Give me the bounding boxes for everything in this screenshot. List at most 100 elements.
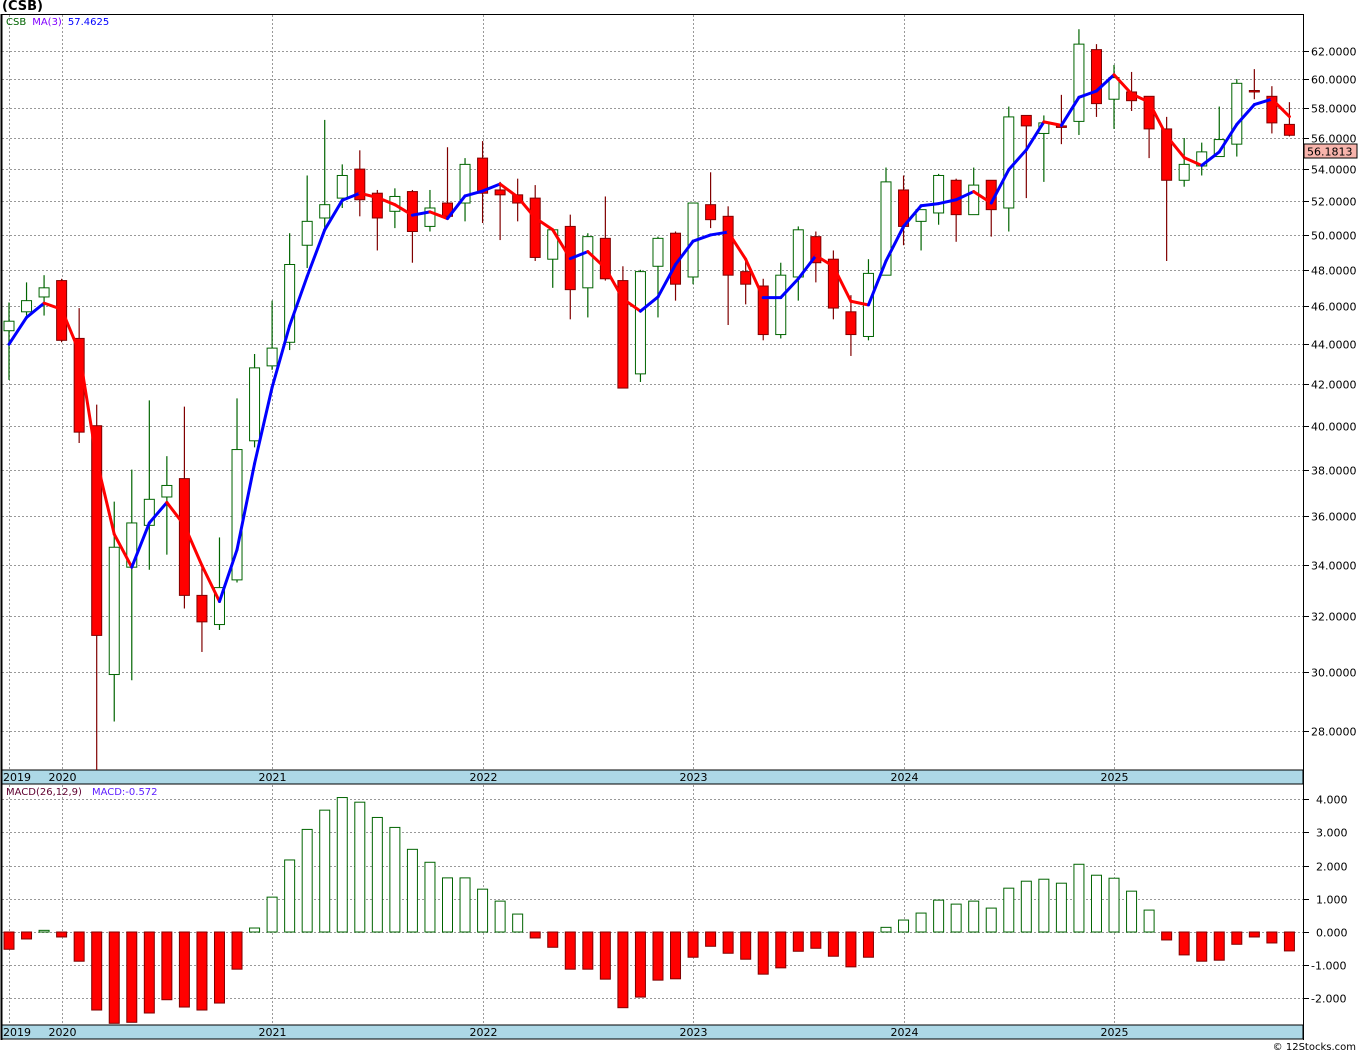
ma3-segment [1235, 103, 1256, 126]
year-label: 2020 [49, 771, 77, 784]
ma3-segment [288, 274, 309, 328]
macd-bar [547, 931, 559, 948]
candle [775, 262, 787, 339]
macd-bar [1055, 882, 1067, 933]
macd-bar [1283, 931, 1295, 952]
candle-body [915, 209, 927, 222]
price-tick-label: 54.0000 [1311, 164, 1357, 177]
price-tick-label: 34.0000 [1311, 560, 1357, 573]
legend-ma-label: MA(3) [32, 17, 62, 28]
candle [1248, 69, 1260, 100]
ma3-segment [253, 385, 274, 466]
candle-body [1178, 163, 1190, 181]
macd-bar [529, 931, 541, 939]
candle-body [775, 274, 787, 336]
candle [547, 229, 559, 288]
candle-body [196, 594, 208, 623]
ma3-segment [1165, 134, 1186, 160]
macd-bar [389, 826, 401, 933]
candle [161, 456, 173, 555]
macd-bar [757, 931, 769, 975]
year-label: 2021 [259, 1026, 287, 1039]
candle-body [1248, 90, 1260, 93]
macd-bar [898, 919, 910, 933]
ma3-segment [1042, 120, 1063, 127]
ma3-segment [1059, 95, 1081, 127]
year-label: 2025 [1101, 1026, 1129, 1039]
candle-body [705, 204, 717, 221]
macd-tick-label: 2.000 [1316, 861, 1348, 874]
year-label: 2024 [891, 771, 919, 784]
macd-bar [827, 931, 839, 957]
candle [1231, 79, 1243, 157]
ma3-segment [744, 257, 765, 300]
macd-bar [1213, 931, 1225, 961]
ma3-segment [217, 548, 239, 603]
candle-body [845, 311, 857, 336]
macd-bar [1020, 880, 1032, 933]
candle [1283, 102, 1295, 137]
macd-bar [91, 931, 103, 1011]
candle [617, 266, 629, 389]
macd-bar [73, 931, 85, 962]
candle [494, 181, 506, 241]
axes: 62.0000 60.0000 58.0000 56.0000 54.0000 52.00… [3, 46, 1357, 1040]
ma3-segment [410, 210, 432, 217]
ma3-segment [77, 349, 99, 463]
macd-bar [477, 888, 489, 933]
price-tick-label: 44.0000 [1311, 339, 1357, 352]
candle-body [249, 367, 261, 442]
macd-bar [652, 931, 664, 981]
macd-bar [161, 931, 173, 1001]
macd-bar [564, 931, 576, 970]
ma3-segment [1270, 97, 1291, 119]
year-label: 2022 [470, 771, 498, 784]
candle-body [529, 197, 541, 258]
candle [705, 172, 717, 229]
macd-bar [687, 931, 699, 958]
candle [1143, 95, 1155, 159]
ma3-segment [1130, 92, 1151, 104]
candle [354, 150, 366, 217]
chart-title: (CSB) [2, 0, 43, 14]
candle [231, 398, 243, 583]
candle [477, 141, 489, 224]
macd-bar [512, 913, 524, 933]
candle-body [213, 587, 225, 626]
macd-bar [599, 931, 611, 980]
price-tick-label: 52.0000 [1311, 196, 1357, 209]
candle-body [617, 280, 629, 389]
macd-bar [634, 931, 646, 998]
macd-bar [213, 931, 225, 1004]
ma3-segment [1094, 73, 1116, 93]
macd-bar [1196, 931, 1208, 962]
price-time-axis-band [1, 769, 1304, 785]
macd-bar [21, 931, 33, 940]
candle-body [968, 184, 980, 216]
candle-body [266, 347, 278, 367]
ma3-segment [446, 194, 467, 221]
candle-body [424, 207, 436, 227]
candle-body [1003, 116, 1015, 209]
ma3-segment [147, 500, 169, 525]
ma3-segment [1112, 73, 1134, 96]
macd-bar [249, 927, 261, 933]
ma3-segment [1252, 97, 1274, 107]
ma3-segment [603, 266, 625, 301]
ma3-segment [638, 295, 660, 313]
macd-tick-label: -2.000 [1311, 993, 1346, 1006]
candle-body [582, 236, 594, 289]
macd-bar [880, 926, 892, 933]
ma3-segment [849, 299, 870, 307]
candle-body [933, 174, 945, 214]
candle [459, 158, 471, 222]
candle-body [1231, 82, 1243, 145]
candle-body [1283, 123, 1295, 136]
macd-bar [1090, 874, 1102, 933]
price-tick-label: 30.0000 [1311, 667, 1357, 680]
candle-body [634, 271, 646, 375]
ma3-segment [884, 224, 906, 263]
candle-body [284, 263, 296, 343]
price-tick-label: 36.0000 [1311, 511, 1357, 524]
candle [1266, 86, 1278, 134]
